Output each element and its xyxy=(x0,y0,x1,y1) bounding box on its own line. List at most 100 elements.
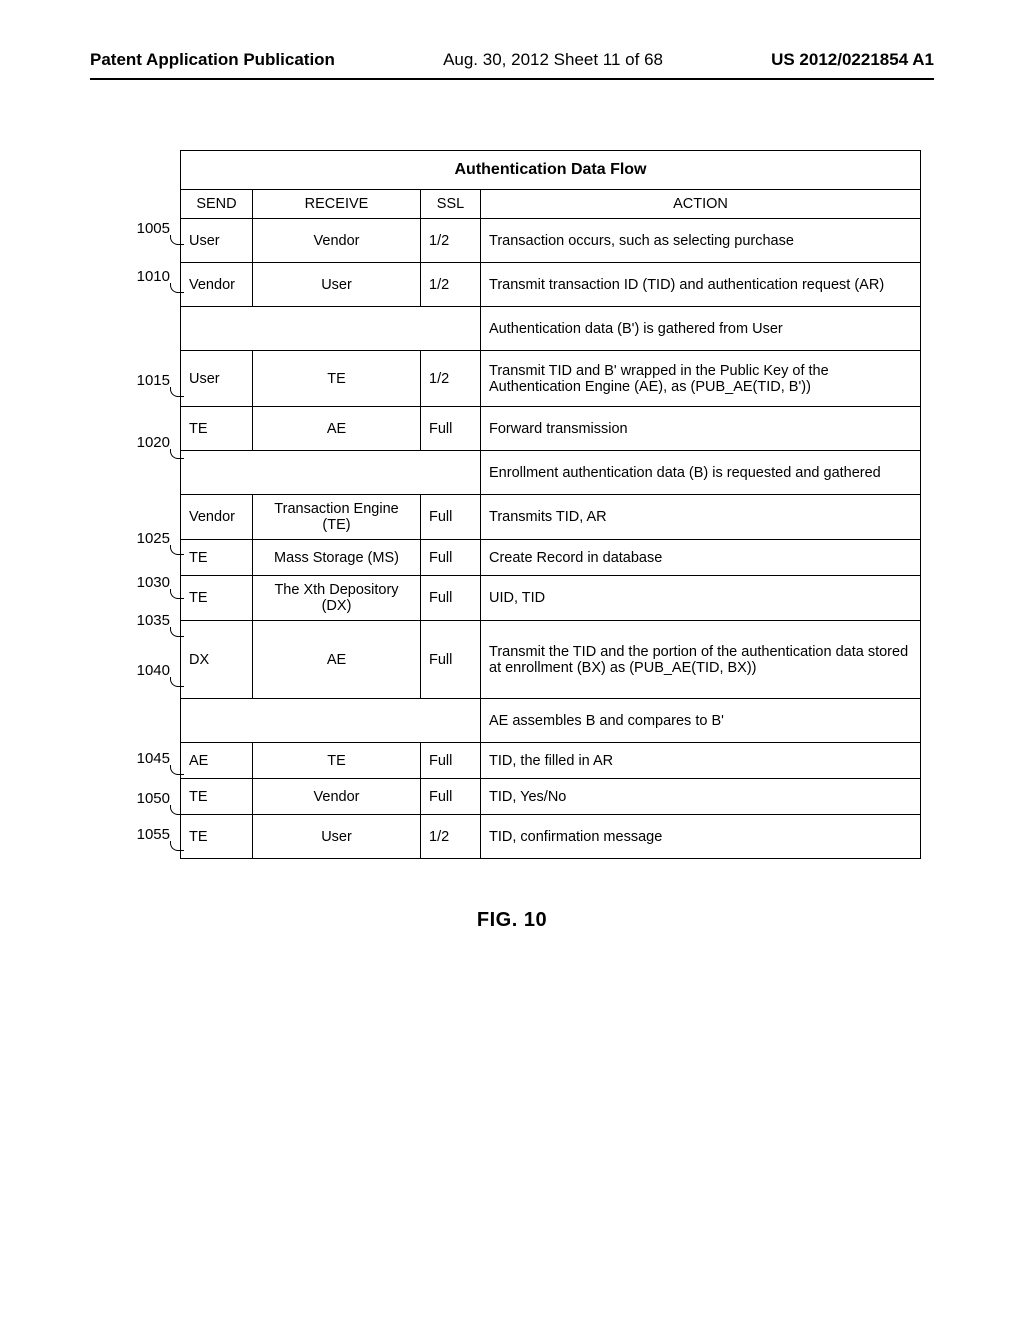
authentication-flow-table: Authentication Data Flow SEND RECEIVE SS… xyxy=(180,150,921,859)
action-cell: AE assembles B and compares to B' xyxy=(481,699,921,743)
row-label: 1020 xyxy=(110,434,170,451)
action-cell: Create Record in database xyxy=(481,540,921,576)
col-action: ACTION xyxy=(481,190,921,219)
table-row: TEThe Xth Depository (DX)FullUID, TID xyxy=(181,576,921,621)
empty-cell xyxy=(181,451,481,495)
action-cell: UID, TID xyxy=(481,576,921,621)
receive-cell: TE xyxy=(253,743,421,779)
header-left: Patent Application Publication xyxy=(90,50,335,70)
receive-cell: Mass Storage (MS) xyxy=(253,540,421,576)
table-title-row: Authentication Data Flow xyxy=(181,151,921,190)
receive-cell: Transaction Engine (TE) xyxy=(253,495,421,540)
header-rule xyxy=(90,78,934,80)
row-label: 1045 xyxy=(110,750,170,767)
header-center: Aug. 30, 2012 Sheet 11 of 68 xyxy=(443,50,663,70)
figure-caption: FIG. 10 xyxy=(90,909,934,932)
header-right: US 2012/0221854 A1 xyxy=(771,50,934,70)
receive-cell: User xyxy=(253,815,421,859)
send-cell: Vendor xyxy=(181,263,253,307)
send-cell: User xyxy=(181,351,253,407)
table-row: TEAEFullForward transmission xyxy=(181,407,921,451)
row-label: 1030 xyxy=(110,574,170,591)
ssl-cell: Full xyxy=(421,621,481,699)
receive-cell: Vendor xyxy=(253,219,421,263)
send-cell: Vendor xyxy=(181,495,253,540)
ssl-cell: Full xyxy=(421,576,481,621)
row-label: 1025 xyxy=(110,530,170,547)
row-label-tick xyxy=(170,627,184,637)
row-label-tick xyxy=(170,765,184,775)
row-label: 1015 xyxy=(110,372,170,389)
send-cell: User xyxy=(181,219,253,263)
table-row: Enrollment authentication data (B) is re… xyxy=(181,451,921,495)
receive-cell: AE xyxy=(253,407,421,451)
page-header: Patent Application Publication Aug. 30, … xyxy=(90,50,934,70)
action-cell: Transaction occurs, such as selecting pu… xyxy=(481,219,921,263)
table-row: TEMass Storage (MS)FullCreate Record in … xyxy=(181,540,921,576)
table-row: AETEFullTID, the filled in AR xyxy=(181,743,921,779)
row-label-tick xyxy=(170,589,184,599)
receive-cell: Vendor xyxy=(253,779,421,815)
table-row: DXAEFullTransmit the TID and the portion… xyxy=(181,621,921,699)
flow-diagram: 1005101010151020102510301035104010451050… xyxy=(180,150,920,859)
row-label-tick xyxy=(170,545,184,555)
action-cell: Transmits TID, AR xyxy=(481,495,921,540)
table-row: TEUser1/2TID, confirmation message xyxy=(181,815,921,859)
row-label: 1050 xyxy=(110,790,170,807)
row-label: 1035 xyxy=(110,612,170,629)
ssl-cell: Full xyxy=(421,743,481,779)
ssl-cell: Full xyxy=(421,540,481,576)
row-label-tick xyxy=(170,805,184,815)
send-cell: TE xyxy=(181,576,253,621)
col-ssl: SSL xyxy=(421,190,481,219)
action-cell: Forward transmission xyxy=(481,407,921,451)
row-label-tick xyxy=(170,449,184,459)
send-cell: TE xyxy=(181,779,253,815)
receive-cell: TE xyxy=(253,351,421,407)
table-row: AE assembles B and compares to B' xyxy=(181,699,921,743)
patent-page: Patent Application Publication Aug. 30, … xyxy=(0,0,1024,1320)
ssl-cell: 1/2 xyxy=(421,263,481,307)
table-row: TEVendorFullTID, Yes/No xyxy=(181,779,921,815)
row-label-tick xyxy=(170,387,184,397)
table-row: Authentication data (B') is gathered fro… xyxy=(181,307,921,351)
col-receive: RECEIVE xyxy=(253,190,421,219)
action-cell: Authentication data (B') is gathered fro… xyxy=(481,307,921,351)
action-cell: Transmit the TID and the portion of the … xyxy=(481,621,921,699)
table-header-row: SEND RECEIVE SSL ACTION xyxy=(181,190,921,219)
action-cell: Transmit transaction ID (TID) and authen… xyxy=(481,263,921,307)
row-label-tick xyxy=(170,841,184,851)
col-send: SEND xyxy=(181,190,253,219)
row-label-tick xyxy=(170,235,184,245)
empty-cell xyxy=(181,699,481,743)
send-cell: TE xyxy=(181,815,253,859)
action-cell: TID, confirmation message xyxy=(481,815,921,859)
ssl-cell: Full xyxy=(421,779,481,815)
send-cell: AE xyxy=(181,743,253,779)
ssl-cell: Full xyxy=(421,495,481,540)
table-row: VendorTransaction Engine (TE)FullTransmi… xyxy=(181,495,921,540)
send-cell: TE xyxy=(181,407,253,451)
empty-cell xyxy=(181,307,481,351)
send-cell: TE xyxy=(181,540,253,576)
row-label: 1005 xyxy=(110,220,170,237)
ssl-cell: 1/2 xyxy=(421,219,481,263)
receive-cell: User xyxy=(253,263,421,307)
action-cell: TID, the filled in AR xyxy=(481,743,921,779)
row-label-tick xyxy=(170,283,184,293)
ssl-cell: 1/2 xyxy=(421,815,481,859)
row-label: 1055 xyxy=(110,826,170,843)
action-cell: TID, Yes/No xyxy=(481,779,921,815)
action-cell: Transmit TID and B' wrapped in the Publi… xyxy=(481,351,921,407)
table-row: UserTE1/2Transmit TID and B' wrapped in … xyxy=(181,351,921,407)
table-body: UserVendor1/2Transaction occurs, such as… xyxy=(181,219,921,859)
receive-cell: The Xth Depository (DX) xyxy=(253,576,421,621)
action-cell: Enrollment authentication data (B) is re… xyxy=(481,451,921,495)
ssl-cell: 1/2 xyxy=(421,351,481,407)
send-cell: DX xyxy=(181,621,253,699)
row-label: 1040 xyxy=(110,662,170,679)
ssl-cell: Full xyxy=(421,407,481,451)
row-label-tick xyxy=(170,677,184,687)
table-row: VendorUser1/2Transmit transaction ID (TI… xyxy=(181,263,921,307)
table-row: UserVendor1/2Transaction occurs, such as… xyxy=(181,219,921,263)
